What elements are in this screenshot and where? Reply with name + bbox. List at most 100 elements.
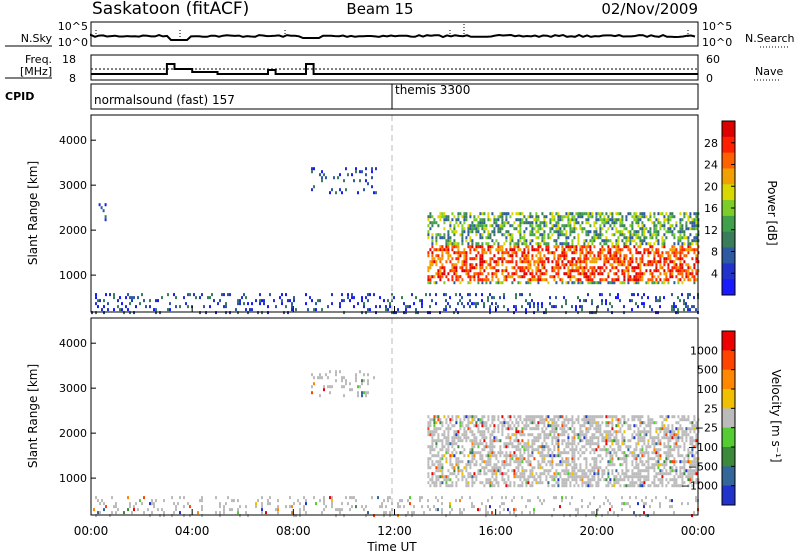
echo-cell: [691, 305, 693, 309]
echo-cell: [537, 251, 540, 255]
echo-cell: [517, 281, 520, 285]
echo-cell: [565, 224, 568, 228]
echo-cell: [517, 460, 520, 464]
echo-cell: [629, 260, 632, 264]
echo-cell: [575, 466, 578, 470]
echo-cell: [553, 454, 556, 458]
echo-cell: [477, 245, 480, 249]
echo-cell: [491, 469, 494, 473]
echo-cell: [247, 302, 249, 306]
echo-cell: [659, 305, 661, 309]
echo-cell: [613, 260, 616, 264]
echo-cell: [691, 472, 694, 476]
echo-cell: [575, 433, 578, 437]
echo-cell: [275, 508, 277, 512]
echo-cell: [499, 466, 502, 470]
echo-cell: [597, 430, 600, 434]
echo-cell: [427, 463, 430, 467]
echo-cell: [445, 251, 448, 255]
echo-cell: [501, 245, 504, 249]
echo-cell: [547, 233, 550, 237]
echo-cell: [489, 248, 492, 252]
echo-cell: [567, 460, 570, 464]
echo-cell: [571, 245, 574, 249]
echo-cell: [323, 388, 325, 392]
echo-cell: [577, 457, 580, 461]
echo-cell: [621, 260, 624, 264]
echo-cell: [695, 481, 698, 485]
echo-cell: [543, 430, 546, 434]
echo-cell: [459, 460, 462, 464]
echo-cell: [637, 293, 639, 297]
echo-cell: [587, 212, 590, 216]
echo-cell: [661, 415, 664, 419]
echo-cell: [557, 266, 560, 270]
echo-cell: [581, 308, 583, 312]
echo-cell: [553, 430, 556, 434]
echo-cell: [505, 445, 508, 449]
echo-cell: [305, 511, 307, 515]
echo-cell: [675, 305, 677, 309]
echo-cell: [537, 433, 540, 437]
echo-cell: [695, 472, 698, 476]
echo-cell: [615, 296, 617, 300]
echo-cell: [639, 514, 641, 518]
echo-cell: [95, 296, 97, 300]
echo-cell: [695, 499, 697, 503]
echo-cell: [507, 469, 510, 473]
echo-cell: [457, 248, 460, 252]
echo-cell: [645, 445, 648, 449]
echo-cell: [317, 299, 319, 303]
echo-cell: [585, 475, 588, 479]
echo-cell: [657, 233, 660, 237]
echo-cell: [445, 275, 448, 279]
echo-cell: [571, 439, 574, 443]
echo-cell: [447, 236, 450, 240]
echo-cell: [623, 442, 626, 446]
echo-cell: [613, 221, 616, 225]
echo-cell: [591, 475, 594, 479]
echo-cell: [331, 302, 333, 306]
echo-cell: [543, 266, 546, 270]
echo-cell: [543, 418, 546, 422]
echo-cell: [535, 272, 538, 276]
echo-cell: [591, 239, 594, 243]
echo-cell: [653, 466, 656, 470]
echo-cell: [359, 385, 361, 389]
echo-cell: [505, 236, 508, 240]
echo-cell: [563, 448, 566, 452]
echo-cell: [433, 218, 436, 222]
echo-cell: [467, 227, 470, 231]
echo-cell: [519, 415, 522, 419]
echo-cell: [355, 167, 357, 171]
echo-cell: [689, 242, 692, 246]
echo-cell: [455, 418, 458, 422]
echo-cell: [593, 469, 596, 473]
echo-cell: [529, 460, 532, 464]
echo-cell: [473, 442, 476, 446]
echo-cell: [681, 430, 684, 434]
echo-cell: [667, 481, 670, 485]
echo-cell: [549, 212, 552, 216]
echo-cell: [501, 421, 504, 425]
echo-cell: [469, 293, 471, 297]
echo-cell: [523, 272, 526, 276]
echo-cell: [545, 463, 548, 467]
echo-cell: [681, 460, 684, 464]
echo-cell: [485, 460, 488, 464]
echo-cell: [461, 296, 463, 300]
echo-cell: [571, 227, 574, 231]
echo-cell: [587, 278, 590, 282]
echo-cell: [681, 454, 684, 458]
echo-cell: [679, 224, 682, 228]
echo-cell: [567, 445, 570, 449]
echo-cell: [689, 278, 692, 282]
echo-cell: [689, 460, 692, 464]
echo-cell: [521, 221, 524, 225]
echo-cell: [619, 484, 622, 488]
echo-cell: [427, 499, 429, 503]
echo-cell: [475, 305, 477, 309]
echo-cell: [673, 484, 676, 488]
echo-cell: [593, 281, 596, 285]
echo-cell: [689, 472, 692, 476]
